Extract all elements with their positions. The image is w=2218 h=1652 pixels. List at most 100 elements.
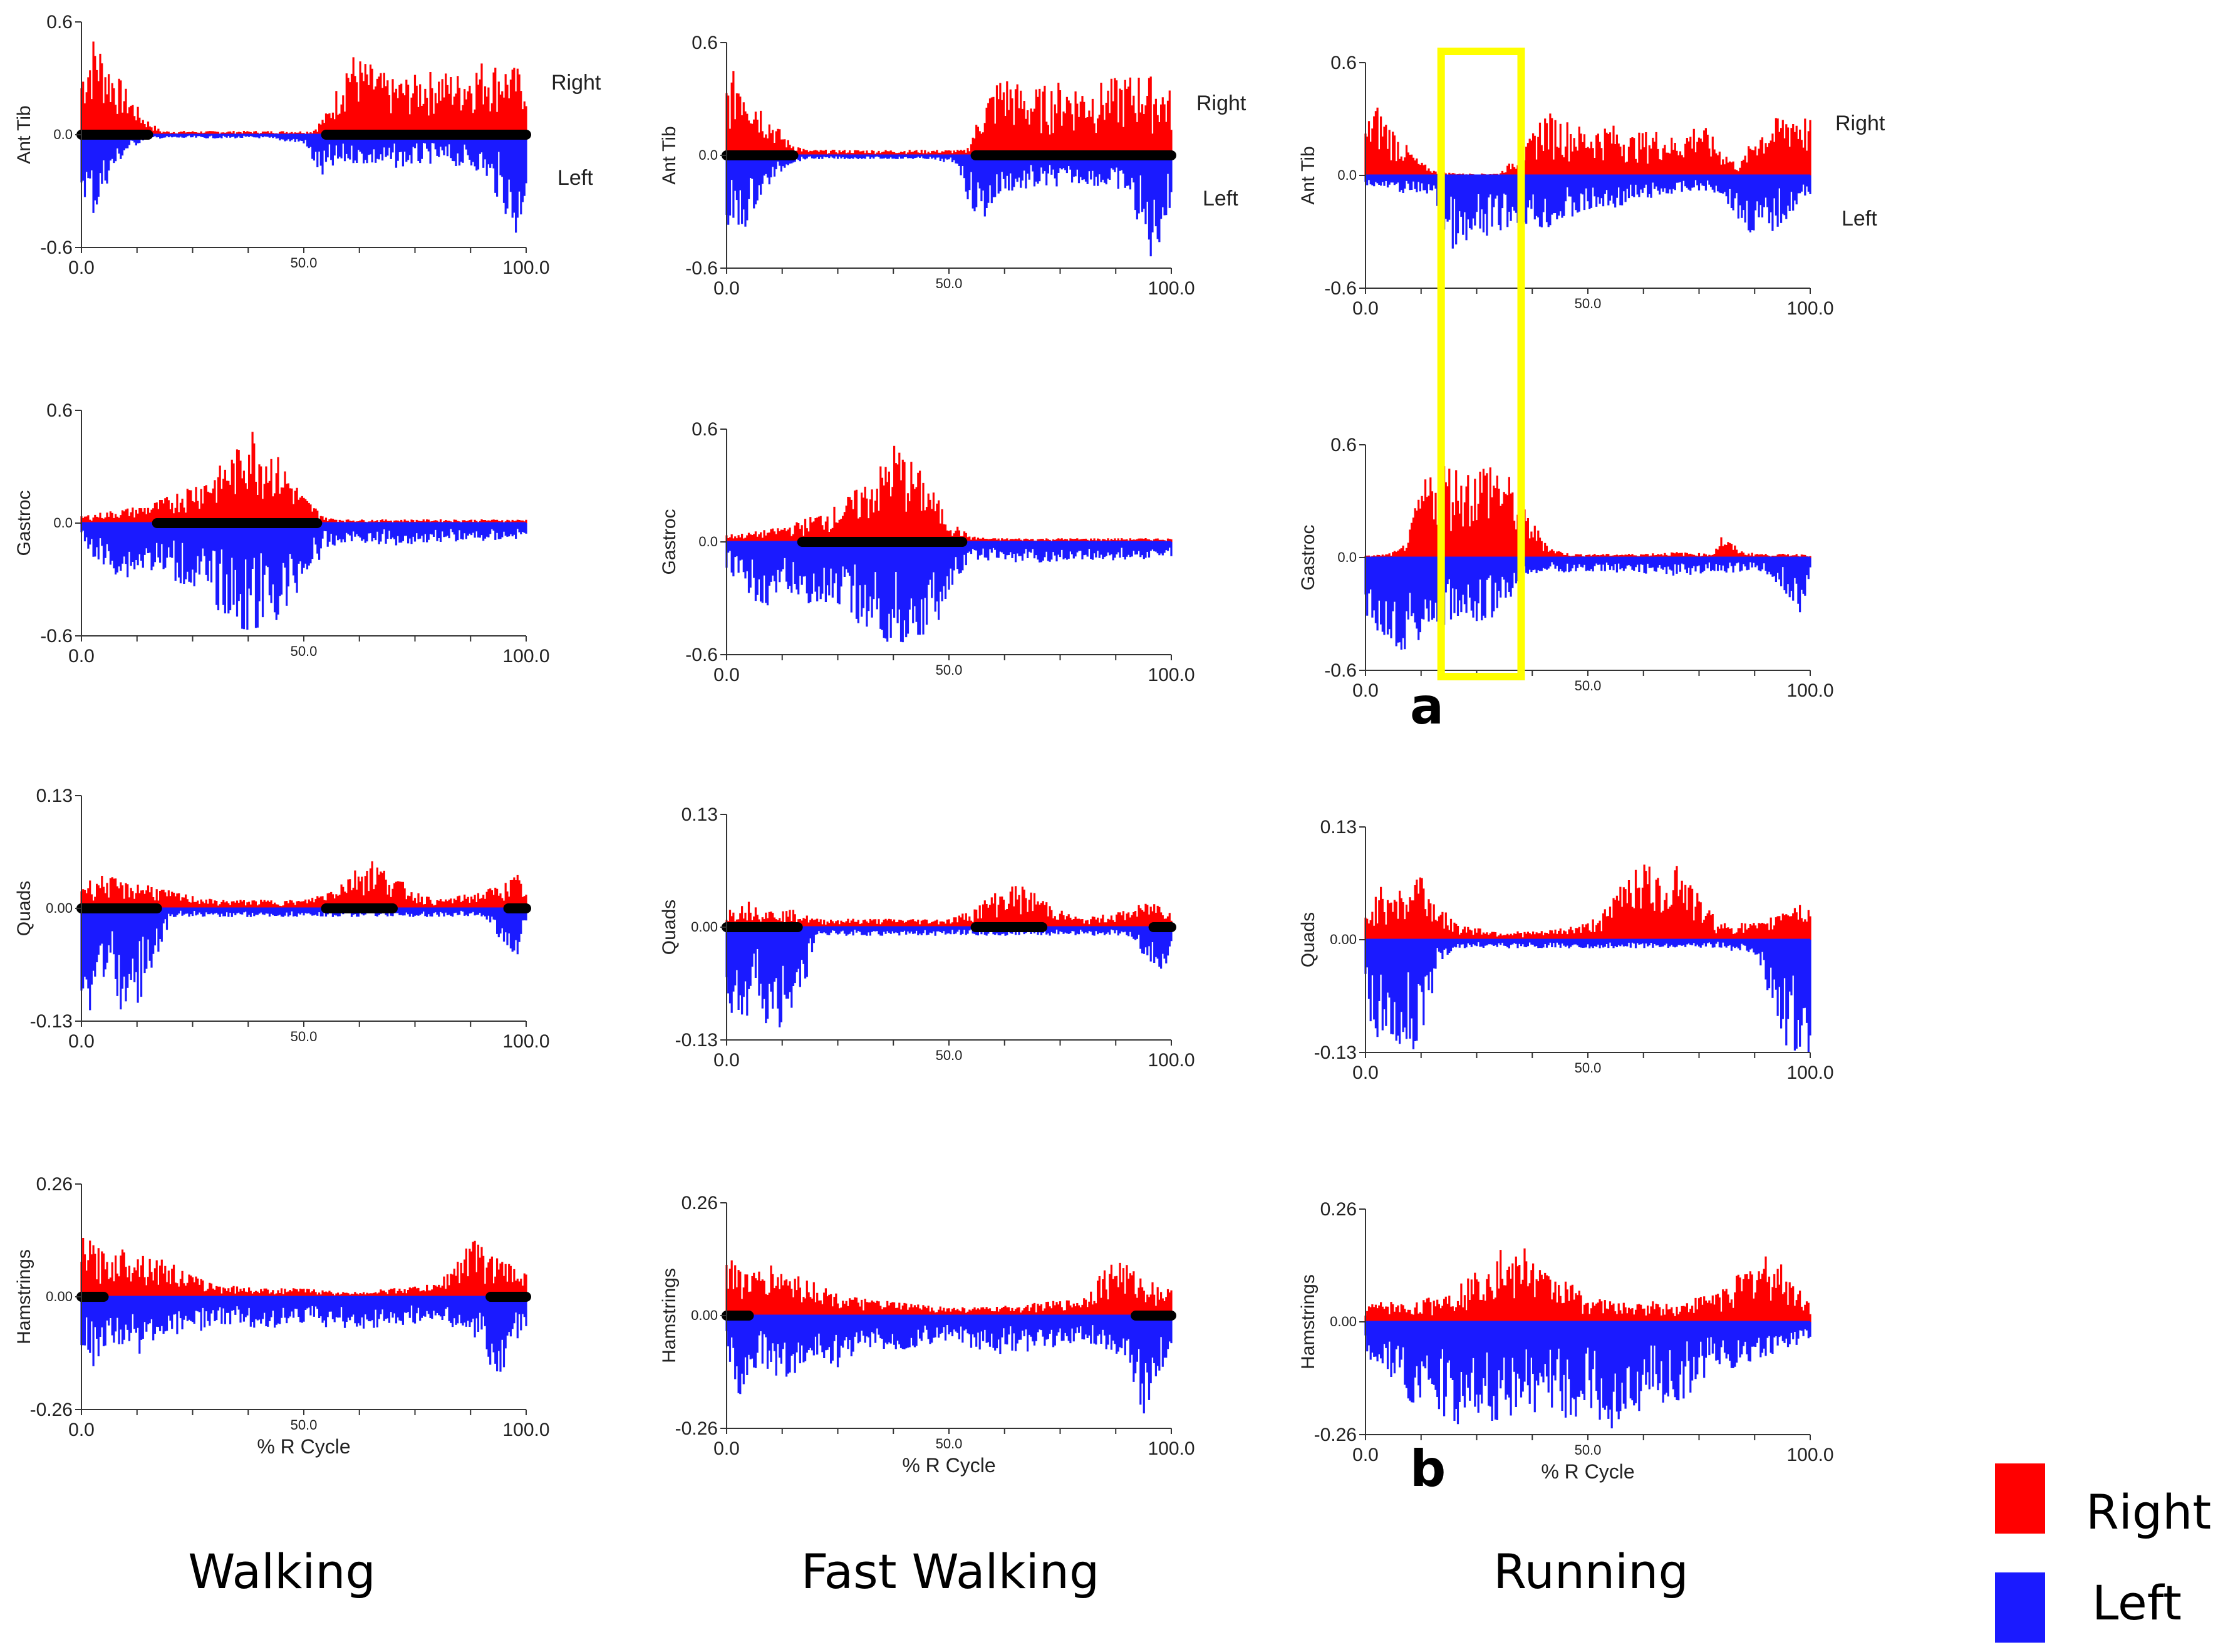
panel-walking-hamstrings-xtick-label-end: 100.0: [502, 1420, 549, 1440]
panel-fast-walking-gastroc-ytick-label-1: 0.0: [698, 534, 718, 549]
panel-walking-quads-ytick-label-0: 0.13: [36, 786, 73, 806]
panel-walking-hamstrings-ylabel: Hamstrings: [14, 1249, 34, 1344]
panel-fast-walking-gastroc-ytick-label-2: -0.6: [685, 645, 718, 665]
annotation-b: b: [1410, 1440, 1446, 1498]
panel-fast-walking-ant-tib-xtick-label-start: 0.0: [713, 278, 740, 299]
panel-fast-walking-ant-tib-ytick-label-1: 0.0: [698, 147, 718, 163]
legend-label-right: Right: [2086, 1484, 2211, 1540]
panel-walking-ant-tib-xtick-label-start: 0.0: [68, 257, 95, 278]
panel-fast-walking-quads-ytick-label-1: 0.00: [691, 919, 718, 935]
panel-fast-walking-ant-tib-xtick-label-end: 100.0: [1148, 278, 1195, 299]
panel-walking-ant-tib-ytick-label-2: -0.6: [40, 237, 73, 258]
panel-fast-walking-gastroc-xtick-label-end: 100.0: [1148, 665, 1195, 685]
panel-running-quads-xtick-label-mid: 50.0: [1575, 1060, 1602, 1076]
panel-walking-hamstrings-xtick-label-mid: 50.0: [291, 1417, 318, 1433]
panel-running-gastroc-xtick-label-mid: 50.0: [1575, 678, 1602, 694]
panel-running-quads-xtick-label-start: 0.0: [1352, 1062, 1379, 1083]
panel-fast-walking-hamstrings-ytick-label-1: 0.00: [691, 1307, 718, 1323]
panel-running-hamstrings-xtick-label-start: 0.0: [1352, 1445, 1379, 1465]
panel-fast-walking-quads: 0.13 0.00 -0.130.0 50.0 100.0 Quads: [659, 804, 1195, 1071]
panel-walking-ant-tib-side-right: Right: [551, 71, 601, 95]
panel-fast-walking-hamstrings: 0.26 0.00 -0.260.0 50.0 100.0 Hamstrings % R C…: [659, 1193, 1195, 1477]
panel-running-ant-tib-ytick-label-1: 0.0: [1337, 167, 1357, 183]
panel-running-hamstrings-ylabel: Hamstrings: [1298, 1274, 1319, 1369]
panel-running-gastroc-ylabel: Gastroc: [1298, 524, 1319, 590]
panel-running-gastroc-ytick-label-1: 0.0: [1337, 549, 1357, 565]
panel-fast-walking-quads-ylabel: Quads: [659, 900, 680, 955]
panel-walking-gastroc-ylabel: Gastroc: [14, 490, 34, 556]
panel-running-hamstrings-ytick-label-0: 0.26: [1320, 1199, 1357, 1220]
panel-fast-walking-gastroc-ylabel: Gastroc: [659, 509, 680, 574]
panel-walking-hamstrings-xtick-label-start: 0.0: [68, 1420, 95, 1440]
panel-walking-ant-tib-xtick-label-end: 100.0: [502, 257, 549, 278]
panel-running-gastroc-ytick-label-2: -0.6: [1324, 660, 1357, 681]
panel-walking-ant-tib-side-left: Left: [557, 166, 593, 190]
panel-fast-walking-hamstrings-xtick-label-end: 100.0: [1148, 1438, 1195, 1459]
panel-running-hamstrings-xtick-label-end: 100.0: [1786, 1445, 1833, 1465]
panel-walking-gastroc-xtick-label-end: 100.0: [502, 646, 549, 667]
panel-fast-walking-ant-tib-ytick-label-2: -0.6: [685, 258, 718, 279]
panel-walking-gastroc-xtick-label-start: 0.0: [68, 646, 95, 667]
panel-running-hamstrings-ytick-label-2: -0.26: [1314, 1425, 1357, 1445]
panel-walking-hamstrings: 0.26 0.00 -0.260.0 50.0 100.0 Hamstrings % R C…: [14, 1174, 550, 1458]
panel-fast-walking-hamstrings-xlabel: % R Cycle: [902, 1454, 995, 1477]
panel-running-ant-tib-ytick-label-2: -0.6: [1324, 278, 1357, 299]
panel-running-ant-tib-xtick-label-mid: 50.0: [1575, 296, 1602, 311]
panel-walking-hamstrings-xlabel: % R Cycle: [257, 1435, 350, 1458]
panel-fast-walking-quads-ytick-label-0: 0.13: [681, 804, 718, 825]
panel-walking-quads-xtick-label-end: 100.0: [502, 1031, 549, 1052]
panel-running-hamstrings-xlabel: % R Cycle: [1541, 1460, 1634, 1483]
panel-fast-walking-hamstrings-ytick-label-2: -0.26: [675, 1418, 718, 1439]
panel-walking-ant-tib-ylabel: Ant Tib: [14, 105, 34, 164]
panel-fast-walking-hamstrings-xtick-label-start: 0.0: [713, 1438, 740, 1459]
panel-walking-quads: 0.13 0.00 -0.130.0 50.0 100.0 Quads: [14, 786, 550, 1052]
panel-running-ant-tib-ytick-label-0: 0.6: [1330, 53, 1357, 73]
panel-running-quads-ytick-label-0: 0.13: [1320, 817, 1357, 838]
panel-fast-walking-gastroc-ytick-label-0: 0.6: [692, 419, 718, 440]
panel-walking-quads-ylabel: Quads: [14, 881, 34, 936]
panel-fast-walking-quads-xtick-label-mid: 50.0: [936, 1047, 963, 1063]
panel-walking-gastroc-ytick-label-0: 0.6: [46, 400, 73, 421]
panel-walking-ant-tib-ytick-label-1: 0.0: [53, 127, 73, 142]
panel-running-gastroc-xtick-label-start: 0.0: [1352, 680, 1379, 701]
panel-running-gastroc-xtick-label-end: 100.0: [1786, 680, 1833, 701]
panel-fast-walking-hamstrings-ylabel: Hamstrings: [659, 1268, 680, 1363]
panel-fast-walking-ant-tib-side-right: Right: [1196, 91, 1246, 115]
panel-walking-quads-xtick-label-mid: 50.0: [291, 1029, 318, 1044]
panel-walking-gastroc-ytick-label-1: 0.0: [53, 515, 73, 531]
panel-running-quads-xtick-label-end: 100.0: [1786, 1062, 1833, 1083]
panel-walking-ant-tib-ytick-label-0: 0.6: [46, 12, 73, 33]
panel-walking-ant-tib-xtick-label-mid: 50.0: [291, 255, 318, 271]
panel-running-quads-ytick-label-1: 0.00: [1330, 932, 1357, 947]
panel-running-ant-tib-ylabel: Ant Tib: [1298, 146, 1319, 204]
panel-fast-walking-hamstrings-ytick-label-0: 0.26: [681, 1193, 718, 1213]
panel-fast-walking-quads-xtick-label-end: 100.0: [1148, 1050, 1195, 1071]
panel-running-hamstrings: 0.26 0.00 -0.260.0 50.0 100.0 Hamstrings % R C…: [1298, 1199, 1834, 1498]
panel-walking-gastroc-ytick-label-2: -0.6: [40, 626, 73, 647]
panel-fast-walking-hamstrings-xtick-label-mid: 50.0: [936, 1436, 963, 1452]
column-titles: Walking Fast Walking Running: [188, 1544, 1688, 1599]
panel-running-quads: 0.13 0.00 -0.130.0 50.0 100.0 Quads: [1298, 817, 1834, 1083]
panel-fast-walking-ant-tib-ylabel: Ant Tib: [659, 126, 680, 184]
panel-fast-walking-ant-tib-xtick-label-mid: 50.0: [936, 276, 963, 291]
panel-walking-hamstrings-ytick-label-2: -0.26: [30, 1400, 73, 1420]
panel-running-ant-tib-xtick-label-end: 100.0: [1786, 298, 1833, 319]
annotation-a: a: [1410, 677, 1444, 735]
legend-swatch-left: [1995, 1572, 2045, 1643]
panel-fast-walking-ant-tib-side-left: Left: [1203, 187, 1238, 210]
panel-walking-gastroc-xtick-label-mid: 50.0: [291, 643, 318, 659]
panel-running-ant-tib-xtick-label-start: 0.0: [1352, 298, 1379, 319]
column-title-walking: Walking: [188, 1544, 376, 1599]
panel-fast-walking-ant-tib-ytick-label-0: 0.6: [692, 33, 718, 53]
panel-walking-hamstrings-ytick-label-1: 0.00: [46, 1289, 73, 1304]
panel-running-ant-tib-side-left: Left: [1842, 207, 1877, 231]
panel-fast-walking-quads-xtick-label-start: 0.0: [713, 1050, 740, 1071]
panel-walking-hamstrings-ytick-label-0: 0.26: [36, 1174, 73, 1195]
